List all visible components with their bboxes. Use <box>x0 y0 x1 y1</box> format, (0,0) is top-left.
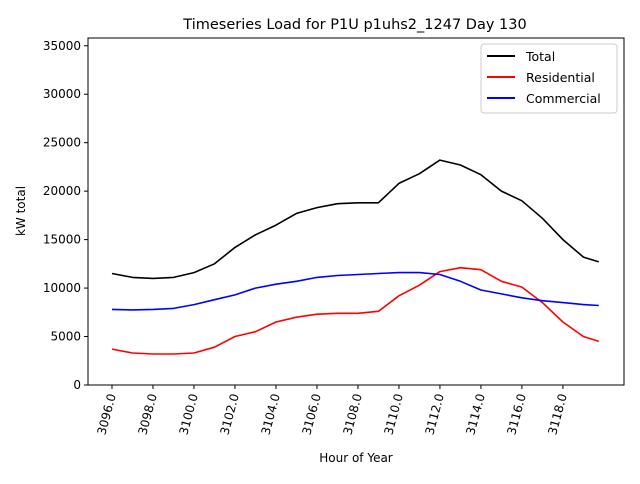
y-tick-label: 10000 <box>43 281 81 295</box>
legend-label-residential: Residential <box>526 70 595 85</box>
y-tick-label: 15000 <box>43 233 81 247</box>
y-tick-label: 20000 <box>43 184 81 198</box>
y-tick-label: 35000 <box>43 39 81 53</box>
y-axis-label: kW total <box>14 186 28 236</box>
y-tick-label: 5000 <box>50 330 81 344</box>
chart-title: Timeseries Load for P1U p1uhs2_1247 Day … <box>182 17 526 33</box>
legend-box <box>480 43 618 114</box>
y-tick-label: 0 <box>73 378 81 392</box>
y-tick-label: 25000 <box>43 136 81 150</box>
series-line-total <box>111 159 600 280</box>
y-tick-label: 30000 <box>43 87 81 101</box>
x-axis-label: Hour of Year <box>319 451 393 465</box>
series-line-residential <box>111 266 600 355</box>
legend-label-commercial: Commercial <box>526 91 601 106</box>
legend: Total Residential Commercial <box>480 43 618 114</box>
series-line-commercial <box>111 271 599 311</box>
legend-label-total: Total <box>525 49 555 64</box>
plot-frame <box>87 37 625 386</box>
